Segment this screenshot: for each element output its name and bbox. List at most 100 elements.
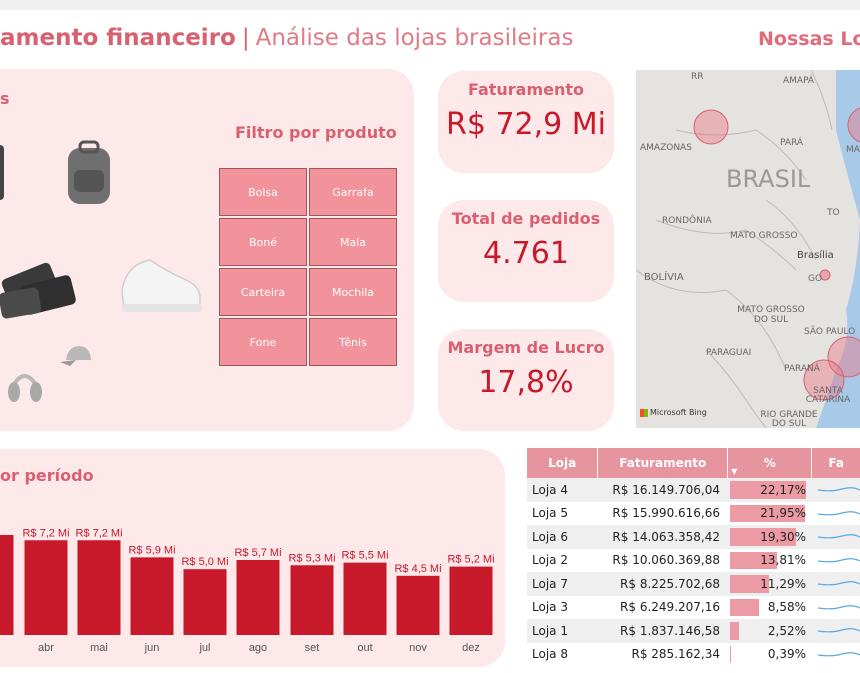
map-attribution: Microsoft Bing	[640, 408, 707, 417]
bar-abr[interactable]	[24, 540, 68, 635]
trend-sparkline	[812, 478, 860, 502]
map-label: MAF	[846, 145, 860, 155]
map-label: RR	[691, 72, 704, 82]
table-row[interactable]: Loja 3 R$ 6.249.207,16 8,58%	[527, 596, 860, 620]
stores-table: Loja Faturamento % ▼ Fa Loja 4 R$ 16.149.7…	[527, 448, 860, 666]
map-label: PARAGUAI	[706, 348, 752, 358]
store-bubble	[693, 109, 729, 145]
pct-cell: 21,95%	[728, 502, 812, 526]
pct-bar	[730, 551, 778, 569]
products-heading: s	[0, 89, 10, 108]
filter-carteira-button[interactable]: Carteira	[219, 268, 307, 316]
revenue-cell: R$ 14.063.358,42	[612, 529, 720, 544]
pct-bar	[730, 622, 739, 640]
map-label: SANTA CATARINA	[805, 386, 851, 405]
filter-bone-button[interactable]: Boné	[219, 218, 307, 266]
orders-label: Total de pedidos	[451, 209, 601, 228]
bar-ago[interactable]	[236, 560, 280, 635]
bar-dez[interactable]	[449, 566, 493, 635]
store-cell: Loja 8	[532, 647, 568, 662]
title-main: amento financeiro	[0, 25, 236, 51]
sneaker-image	[121, 259, 202, 312]
table-row[interactable]: Loja 7 R$ 8.225.702,68 11,29%	[527, 572, 860, 596]
table-body: Loja 4 R$ 16.149.706,04 22,17% Loja 5 R$ 15.…	[527, 478, 860, 666]
revenue-cell: R$ 16.149.706,04	[612, 482, 720, 497]
trend-sparkline	[812, 596, 860, 620]
bar-set[interactable]	[290, 565, 334, 635]
map-label: PARANÁ	[784, 364, 820, 374]
table-row[interactable]: Loja 6 R$ 14.063.358,42 19,30%	[527, 525, 860, 549]
margin-label: Margem de Lucro	[447, 338, 605, 357]
bar-value-label: R$ 7,2 Mi	[75, 527, 122, 539]
map-graphics	[636, 70, 860, 428]
title-subtitle: Análise das lojas brasileiras	[255, 25, 574, 51]
bar-value-label: R$ 7,2 Mi	[22, 527, 69, 539]
headphones-image	[8, 374, 42, 402]
wallet-image	[0, 262, 76, 319]
bar-out[interactable]	[343, 562, 387, 635]
table-row[interactable]: Loja 2 R$ 10.060.369,88 13,81%	[527, 549, 860, 573]
stores-title: Nossas Lo	[758, 28, 860, 50]
margin-card: Margem de Lucro 17,8%	[438, 329, 614, 431]
map-label: MATO GROSSO DO SUL	[737, 305, 805, 325]
map-label: GO	[808, 274, 823, 284]
pct-bar	[730, 528, 797, 546]
stores-map[interactable]: RR AMAPÁ AMAZONAS PARÁ MAF BRASIL TO RON…	[636, 70, 860, 428]
margin-value: 17,8%	[478, 365, 574, 400]
bar-jul[interactable]	[183, 569, 227, 635]
pct-bar	[730, 575, 769, 593]
pct-bar	[730, 481, 806, 499]
orders-value: 4.761	[483, 236, 569, 271]
store-cell: Loja 3	[532, 600, 568, 615]
store-bubble	[827, 336, 860, 378]
pct-cell: 19,30%	[728, 525, 812, 549]
pct-cell: 8,58%	[728, 596, 812, 620]
table-header: Loja Faturamento % ▼ Fa	[527, 448, 860, 478]
pct-cell: 11,29%	[728, 572, 812, 596]
map-label: SÃO PAULO	[804, 327, 856, 337]
revenue-cell: R$ 8.225.702,68	[620, 576, 720, 591]
col-header-trend[interactable]: Fa	[828, 456, 845, 470]
store-cell: Loja 4	[532, 482, 568, 497]
filter-garrafa-button[interactable]: Garrafa	[309, 168, 397, 216]
table-row[interactable]: Loja 1 R$ 1.837.146,58 2,52%	[527, 619, 860, 643]
pct-bar	[730, 598, 760, 616]
filter-mochila-button[interactable]: Mochila	[309, 268, 397, 316]
filter-mala-button[interactable]: Mala	[309, 218, 397, 266]
col-header-pct[interactable]: % ▼	[728, 448, 813, 478]
bar-value-label: R$ 5,7 Mi	[234, 547, 281, 559]
filter-fone-button[interactable]: Fone	[219, 318, 307, 366]
col-header-store[interactable]: Loja	[527, 448, 599, 478]
trend-sparkline	[812, 572, 860, 596]
col-header-revenue[interactable]: Faturamento	[598, 448, 729, 478]
store-bubble	[819, 269, 831, 281]
store-cell: Loja 7	[532, 576, 568, 591]
revenue-label: Faturamento	[467, 80, 585, 99]
store-cell: Loja 5	[532, 506, 568, 521]
trend-sparkline	[812, 502, 860, 526]
pct-cell: 13,81%	[728, 549, 812, 573]
filter-bolsa-button[interactable]: Bolsa	[219, 168, 307, 216]
cap-image	[60, 346, 91, 366]
bar-jun[interactable]	[130, 557, 174, 635]
map-label: MATO GROSSO	[730, 231, 798, 241]
bar-value-label: R$ 5,2 Mi	[447, 554, 494, 566]
map-label: AMAZONAS	[640, 143, 692, 153]
map-label: Brasília	[797, 250, 834, 261]
revenue-cell: R$ 15.990.616,66	[612, 506, 720, 521]
revenue-cell: R$ 1.837.146,58	[620, 623, 720, 638]
bar-mai[interactable]	[77, 540, 121, 635]
table-row[interactable]: Loja 8 R$ 285.162,34 0,39%	[527, 643, 860, 667]
pct-cell: 2,52%	[728, 619, 812, 643]
bar-r[interactable]	[0, 535, 14, 635]
bar-value-label: R$ 4,5 Mi	[394, 563, 441, 575]
store-cell: Loja 6	[532, 529, 568, 544]
bag-image	[0, 145, 4, 200]
store-cell: Loja 1	[532, 623, 568, 638]
table-row[interactable]: Loja 4 R$ 16.149.706,04 22,17%	[527, 478, 860, 502]
filter-tenis-button[interactable]: Tênis	[309, 318, 397, 366]
ocean-shape	[816, 70, 860, 428]
revenue-value: R$ 72,9 Mi	[445, 107, 607, 142]
bar-nov[interactable]	[396, 575, 440, 635]
table-row[interactable]: Loja 5 R$ 15.990.616,66 21,95%	[527, 502, 860, 526]
